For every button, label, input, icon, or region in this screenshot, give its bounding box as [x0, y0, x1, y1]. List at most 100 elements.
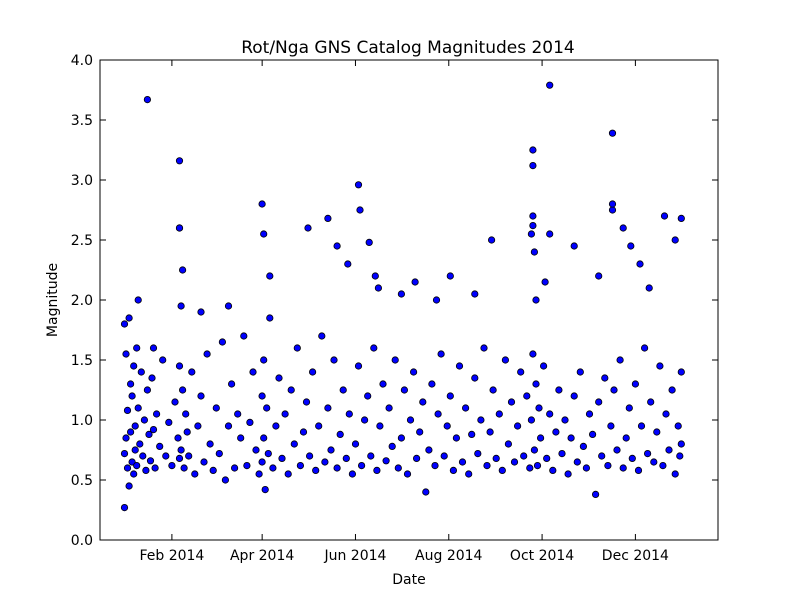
data-point: [582, 464, 591, 472]
data-point: [471, 374, 479, 382]
data-point: [552, 428, 560, 436]
data-point: [266, 314, 274, 322]
data-point: [327, 446, 335, 454]
data-point: [471, 290, 479, 298]
data-point: [171, 398, 179, 406]
data-point: [143, 96, 151, 104]
data-point: [231, 464, 239, 472]
data-point: [333, 242, 341, 250]
data-point: [628, 454, 636, 462]
data-point: [495, 410, 503, 418]
data-point: [318, 332, 326, 340]
data-point: [324, 404, 332, 412]
data-point: [616, 356, 624, 364]
data-point: [601, 374, 609, 382]
data-point: [296, 461, 304, 470]
data-point: [324, 214, 332, 222]
data-point: [446, 272, 454, 280]
data-point: [261, 485, 269, 494]
data-point: [656, 362, 664, 370]
data-point: [640, 344, 649, 352]
data-point: [529, 146, 537, 154]
data-point: [573, 458, 581, 466]
data-point: [520, 452, 528, 460]
data-point: [140, 416, 148, 424]
data-point: [333, 464, 341, 472]
y-tick-label: 0.5: [71, 473, 93, 489]
data-point: [367, 452, 375, 460]
data-point: [498, 466, 506, 474]
data-point: [555, 386, 563, 394]
data-point: [133, 461, 141, 470]
data-point: [153, 410, 161, 418]
data-point: [240, 332, 248, 340]
data-point: [177, 446, 185, 454]
data-point: [546, 81, 554, 89]
data-point: [252, 446, 260, 454]
data-point: [255, 470, 263, 478]
data-point: [400, 386, 408, 394]
data-point: [507, 398, 516, 406]
data-point: [546, 410, 554, 418]
data-point: [165, 418, 173, 426]
data-point: [133, 344, 141, 352]
data-point: [591, 490, 600, 498]
data-point: [243, 461, 251, 470]
data-point: [149, 344, 158, 352]
data-point: [131, 446, 139, 454]
data-point: [218, 338, 226, 346]
data-point: [356, 206, 364, 214]
data-point: [146, 457, 155, 465]
data-point: [182, 410, 190, 418]
data-point: [653, 428, 661, 436]
data-point: [215, 449, 223, 458]
data-point: [364, 392, 372, 400]
y-tick-label: 2.0: [71, 293, 93, 309]
data-point: [175, 362, 184, 370]
data-point: [409, 368, 418, 376]
data-point: [185, 452, 193, 460]
data-point: [622, 434, 630, 442]
data-point: [561, 416, 569, 424]
data-point: [175, 224, 184, 232]
data-point: [120, 449, 129, 458]
data-point: [382, 457, 390, 465]
data-point: [179, 386, 187, 394]
data-point: [527, 416, 536, 424]
data-point: [374, 284, 382, 292]
data-point: [529, 162, 537, 170]
data-point: [123, 464, 132, 472]
data-point: [588, 430, 597, 438]
data-point: [465, 470, 473, 478]
data-point: [175, 454, 184, 462]
chart-title: Rot/Nga GNS Catalog Magnitudes 2014: [241, 38, 575, 58]
data-point: [650, 458, 658, 466]
data-point: [631, 380, 640, 388]
data-point: [452, 434, 460, 442]
data-point: [671, 236, 679, 244]
data-point: [643, 449, 652, 458]
data-point: [637, 422, 646, 430]
data-point: [224, 302, 233, 310]
x-tick-label: Aug 2014: [415, 548, 483, 564]
data-point: [674, 422, 682, 430]
data-point: [671, 470, 679, 478]
data-point: [419, 398, 427, 406]
data-point: [523, 392, 531, 400]
data-point: [206, 440, 214, 448]
data-point: [411, 278, 419, 286]
data-point: [468, 430, 476, 438]
data-point: [397, 290, 405, 298]
data-point: [321, 458, 329, 466]
data-point: [406, 416, 415, 424]
data-point: [536, 434, 545, 442]
data-point: [209, 466, 217, 474]
data-point: [604, 461, 612, 470]
x-tick-label: Dec 2014: [602, 548, 669, 564]
data-point: [385, 404, 393, 412]
x-axis: Feb 2014 Apr 2014 Jun 2014 Aug 2014 Oct 2014…: [139, 60, 669, 564]
data-point: [269, 464, 277, 472]
data-point: [315, 422, 323, 430]
data-point: [608, 129, 617, 137]
